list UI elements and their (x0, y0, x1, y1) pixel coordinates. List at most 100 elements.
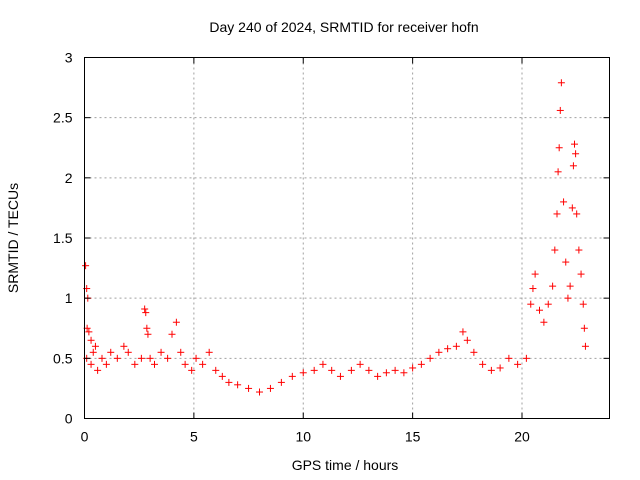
data-point (199, 360, 207, 368)
data-point (365, 366, 373, 374)
data-point (85, 328, 93, 336)
data-point (310, 366, 318, 374)
y-axis-label: SRMTID / TECUs (5, 183, 21, 293)
data-point (527, 300, 535, 308)
data-point (151, 360, 158, 368)
data-point (143, 324, 151, 332)
data-point (188, 366, 196, 374)
data-point (496, 364, 504, 372)
data-point (137, 354, 145, 362)
x-tick-label: 0 (81, 429, 89, 445)
data-point (181, 360, 189, 368)
data-point (575, 246, 583, 254)
data-point (87, 360, 95, 368)
y-tick-label: 1 (65, 290, 73, 306)
grid-lines (84, 57, 610, 419)
data-point (177, 348, 185, 356)
data-points (82, 79, 589, 396)
data-point (277, 378, 285, 386)
data-point (146, 354, 154, 362)
data-point (91, 342, 99, 350)
data-point (107, 348, 115, 356)
data-point (555, 144, 563, 152)
data-point (168, 330, 176, 338)
data-point (94, 366, 102, 374)
x-tick-label: 10 (295, 429, 311, 445)
data-point (556, 106, 564, 114)
y-tick-label: 2 (65, 170, 73, 186)
data-point (245, 384, 253, 392)
data-point (470, 348, 478, 356)
data-point (531, 270, 539, 278)
data-point (113, 354, 121, 362)
data-point (522, 354, 530, 362)
data-point (192, 354, 200, 362)
data-point (102, 360, 110, 368)
data-point (426, 354, 434, 362)
data-point (529, 285, 537, 293)
data-point (540, 318, 548, 326)
data-point (569, 162, 577, 170)
data-point (141, 305, 149, 313)
data-point (554, 168, 562, 176)
data-point (551, 246, 559, 254)
x-tick-label: 15 (405, 429, 421, 445)
data-point (557, 79, 565, 87)
data-point (347, 366, 355, 374)
data-point (142, 309, 150, 317)
data-point (514, 360, 522, 368)
data-point (572, 150, 580, 158)
data-point (400, 369, 408, 377)
data-point (124, 348, 132, 356)
data-point (463, 336, 471, 344)
data-point (89, 348, 97, 356)
data-point (319, 360, 327, 368)
data-point (225, 378, 233, 386)
data-point (328, 366, 336, 374)
data-point (382, 369, 390, 377)
data-point (560, 198, 568, 206)
data-point (581, 342, 589, 350)
data-point (536, 306, 543, 314)
data-point (409, 364, 417, 372)
data-point (417, 360, 425, 368)
data-point (299, 369, 307, 377)
data-point (120, 342, 128, 350)
data-point (266, 384, 274, 392)
data-point (98, 354, 106, 362)
data-point (568, 204, 576, 212)
data-point (234, 381, 242, 389)
data-point (172, 318, 180, 326)
data-point (566, 282, 574, 290)
data-point (391, 366, 399, 374)
data-point (256, 388, 263, 396)
axis-ticks: 0 5 10 15 20 0 0.5 1 1.5 2 2.5 3 (53, 50, 610, 445)
data-point (444, 345, 452, 353)
x-tick-label: 20 (514, 429, 530, 445)
data-point (580, 324, 588, 332)
data-point (577, 270, 585, 278)
data-point (571, 140, 578, 148)
y-tick-label: 2.5 (53, 110, 73, 126)
data-point (374, 372, 382, 380)
data-point (356, 360, 364, 368)
data-point (144, 330, 152, 338)
data-point (205, 348, 213, 356)
data-point (288, 372, 296, 380)
data-point (564, 294, 572, 302)
data-point (157, 348, 165, 356)
data-point (487, 366, 495, 374)
data-point (573, 210, 581, 218)
y-tick-label: 3 (65, 50, 73, 66)
data-point (579, 300, 587, 308)
data-point (82, 262, 90, 270)
y-tick-label: 0 (65, 411, 73, 427)
x-tick-label: 5 (190, 429, 198, 445)
data-point (336, 372, 344, 380)
data-point (218, 372, 226, 380)
data-point (435, 348, 443, 356)
data-point (505, 354, 513, 362)
chart-title: Day 240 of 2024, SRMTID for receiver hof… (209, 19, 478, 35)
data-point (562, 258, 570, 266)
